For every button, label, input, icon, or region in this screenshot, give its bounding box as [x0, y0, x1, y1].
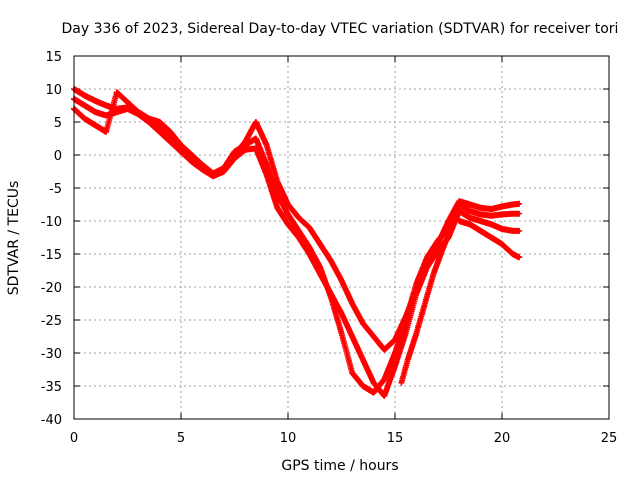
series-track-3: [71, 89, 523, 396]
y-tick-label: 5: [54, 116, 62, 131]
y-tick-label: -20: [41, 281, 62, 296]
data-markers: [398, 231, 452, 386]
y-tick-label: -25: [41, 314, 62, 329]
y-tick-label: 0: [54, 149, 62, 164]
chart-title: Day 336 of 2023, Sidereal Day-to-day VTE…: [62, 21, 619, 37]
y-tick-label: -5: [49, 182, 62, 197]
x-axis-label: GPS time / hours: [281, 458, 398, 474]
x-tick-label: 0: [70, 431, 78, 446]
x-tick-label: 5: [177, 431, 185, 446]
series-track-5: [398, 231, 452, 386]
x-tick-label: 15: [387, 431, 404, 446]
plot-area: [71, 86, 523, 399]
axis-ticks: 0 5 10 15 20 25 15 10 5 0 -5 -10 -15 -20 -25 -30 -35 -40: [41, 50, 618, 446]
x-tick-label: 10: [280, 431, 297, 446]
grid: [73, 55, 610, 420]
y-tick-label: -35: [41, 380, 62, 395]
x-tick-label: 20: [494, 431, 511, 446]
y-tick-label: -40: [41, 413, 62, 428]
y-tick-label: -10: [41, 215, 62, 230]
series-track-4: [456, 218, 523, 261]
plot-frame: [73, 55, 610, 420]
x-tick-label: 25: [601, 431, 618, 446]
data-markers: [456, 218, 523, 261]
data-markers: [71, 89, 523, 396]
y-tick-label: 15: [45, 50, 62, 65]
y-tick-label: -15: [41, 248, 62, 263]
y-axis-label: SDTVAR / TECUs: [6, 181, 22, 296]
y-tick-label: 10: [45, 83, 62, 98]
y-tick-label: -30: [41, 347, 62, 362]
